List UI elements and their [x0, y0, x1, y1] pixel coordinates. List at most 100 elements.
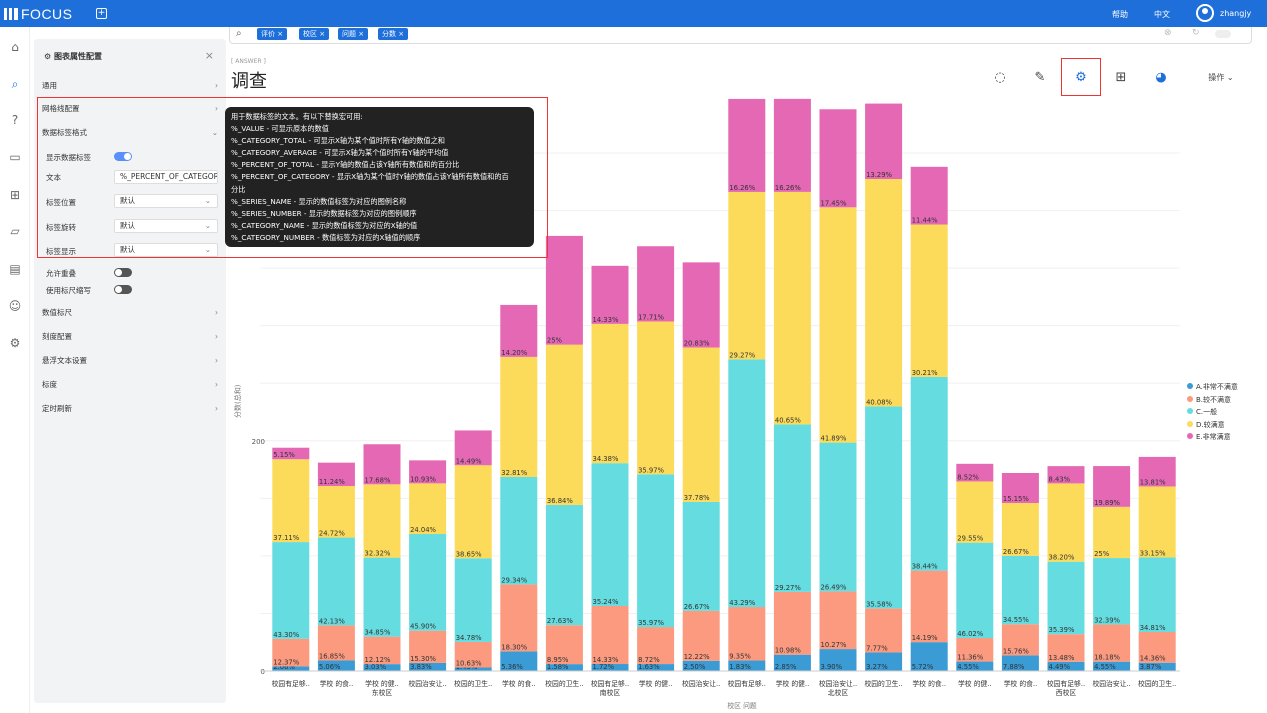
- legend-swatch: [1187, 383, 1193, 389]
- bar-segment: [409, 460, 447, 484]
- help-icon[interactable]: ?: [11, 113, 19, 127]
- rotate-select[interactable]: 默认 ⌄: [114, 219, 218, 233]
- data-label: 24.72%: [319, 530, 345, 538]
- section-scale[interactable]: 标度 ›: [42, 378, 218, 392]
- bar-segment: [1001, 472, 1039, 503]
- section-data-ruler[interactable]: 数值标尺 ›: [42, 306, 218, 320]
- data-label: 10.93%: [410, 475, 436, 483]
- section-hover[interactable]: 悬浮文本设置 ›: [42, 354, 218, 368]
- language-link[interactable]: 中文: [1154, 10, 1170, 19]
- section-tick[interactable]: 刻度配置 ›: [42, 330, 218, 344]
- bar-segment: [500, 584, 538, 652]
- operate-menu[interactable]: 操作 ⌄: [1208, 73, 1234, 82]
- app-logo[interactable]: FOCUS: [4, 6, 73, 22]
- text-input[interactable]: %_PERCENT_OF_CATEGORY: [114, 170, 218, 184]
- position-select[interactable]: 默认 ⌄: [114, 194, 218, 208]
- bar-segment: [910, 376, 948, 571]
- bar-segment: [1047, 483, 1085, 562]
- bar-segment: [272, 459, 310, 543]
- pin-icon[interactable]: ✎: [1034, 70, 1046, 85]
- data-label: 10.98%: [775, 647, 801, 655]
- data-label: 4.55%: [957, 663, 979, 671]
- data-label: 1.83%: [729, 663, 751, 671]
- data-label: 13.48%: [1049, 654, 1075, 662]
- chart-legend: A.非常不满意 B.较不满意 C.一般 D.较满意 E.非常满意: [1187, 381, 1238, 444]
- section-grid[interactable]: 网格线配置 ›: [42, 102, 218, 116]
- avatar[interactable]: [1196, 4, 1214, 22]
- data-label: 14.36%: [1140, 655, 1166, 663]
- data-label: 46.02%: [957, 630, 983, 638]
- bar-segment: [363, 484, 401, 558]
- home-icon[interactable]: ⌂: [11, 40, 19, 54]
- bar-segment: [1001, 555, 1039, 625]
- x-tick-label: 校园的卫生..: [545, 679, 583, 688]
- bar-segment: [363, 557, 401, 637]
- data-label: 38.65%: [456, 550, 482, 558]
- bar-segment: [819, 442, 857, 592]
- x-tick-label: 校园有足够..: [1047, 679, 1085, 688]
- legend-item[interactable]: C.一般: [1187, 406, 1238, 419]
- table-view-icon[interactable]: ⊞: [1115, 70, 1127, 85]
- settings-icon[interactable]: ⚙: [9, 336, 21, 350]
- data-label: 37.78%: [684, 494, 710, 502]
- search-chip[interactable]: 评价 ×: [257, 28, 288, 40]
- data-label: 20.83%: [684, 339, 710, 347]
- toggle-icon[interactable]: [1215, 30, 1231, 38]
- section-data-label[interactable]: 数据标签格式 ⌄: [42, 126, 218, 140]
- data-label: 15.76%: [1003, 647, 1029, 655]
- task-icon[interactable]: ▤: [9, 262, 21, 276]
- close-icon[interactable]: ×: [204, 49, 214, 62]
- left-nav: ⌂ ⌕ ? ▭ ⊞ ▱ ▤ ☺ ⚙: [0, 27, 30, 713]
- bar-segment: [728, 660, 766, 671]
- chart-config-panel: ⚙ 图表属性配置 × 通用 › 网格线配置 › 数据标签格式 ⌄ 显示数据标签 文本 …: [34, 39, 226, 703]
- bar-segment: [1138, 631, 1176, 663]
- chevron-down-icon: ⌄: [204, 245, 211, 254]
- search-bar[interactable]: ⌕ 评价 × 校区 × 问题 × 分数 × ⊗ ↻: [229, 27, 1252, 44]
- comment-icon[interactable]: ◌: [994, 70, 1006, 85]
- data-label: 35.97%: [638, 619, 664, 627]
- bar-segment: [773, 591, 811, 655]
- show-label-toggle[interactable]: [114, 152, 132, 161]
- folder-icon[interactable]: ▱: [10, 224, 20, 238]
- help-link[interactable]: 帮助: [1112, 10, 1128, 19]
- section-general[interactable]: 通用 ›: [42, 79, 218, 93]
- search-chip[interactable]: 问题 ×: [338, 28, 369, 40]
- clear-icon[interactable]: ⊗: [1164, 28, 1172, 38]
- user-icon[interactable]: ☺: [8, 299, 22, 313]
- table-icon[interactable]: ⊞: [9, 188, 21, 202]
- search-icon[interactable]: ⌕: [11, 77, 19, 91]
- data-label: 25%: [1094, 550, 1110, 558]
- data-label: 37.11%: [273, 534, 299, 542]
- user-name[interactable]: zhangjy: [1220, 9, 1252, 18]
- data-label: 12.37%: [273, 658, 299, 666]
- legend-item[interactable]: D.较满意: [1187, 419, 1238, 432]
- new-tab-icon[interactable]: +: [96, 8, 107, 19]
- display-select[interactable]: 默认 ⌄: [114, 243, 218, 257]
- dashboard-icon[interactable]: ▭: [9, 150, 21, 164]
- overlap-toggle[interactable]: [114, 268, 132, 277]
- abbr-toggle[interactable]: [114, 285, 132, 294]
- data-label: 34.55%: [1003, 616, 1029, 624]
- data-label: 17.68%: [365, 476, 391, 484]
- bar-segment: [773, 654, 811, 671]
- bar-segment: [865, 178, 903, 407]
- data-label: 45.90%: [410, 623, 436, 631]
- bar-segment: [682, 610, 720, 661]
- section-timer[interactable]: 定时刷新 ›: [42, 402, 218, 416]
- bar-segment: [682, 347, 720, 502]
- settings-gear-icon[interactable]: ⚙: [1075, 70, 1087, 85]
- search-chip[interactable]: 校区 ×: [299, 28, 330, 40]
- data-label: 8.95%: [547, 656, 569, 664]
- legend-item[interactable]: A.非常不满意: [1187, 381, 1238, 394]
- legend-item[interactable]: B.较不满意: [1187, 394, 1238, 407]
- search-chip[interactable]: 分数 ×: [378, 28, 409, 40]
- data-label: 12.22%: [684, 653, 710, 661]
- position-value: 默认: [120, 196, 135, 205]
- legend-item[interactable]: E.非常满意: [1187, 431, 1238, 444]
- chart-type-icon[interactable]: ◕: [1155, 70, 1167, 85]
- bar-segment: [1047, 634, 1085, 662]
- tooltip-line: %_PERCENT_OF_CATEGORY - 显示X轴为某个值时Y轴的数值占该…: [231, 172, 509, 182]
- chevron-right-icon: ›: [215, 380, 218, 389]
- section-data-ruler-label: 数值标尺: [42, 308, 72, 317]
- refresh-icon[interactable]: ↻: [1192, 28, 1200, 38]
